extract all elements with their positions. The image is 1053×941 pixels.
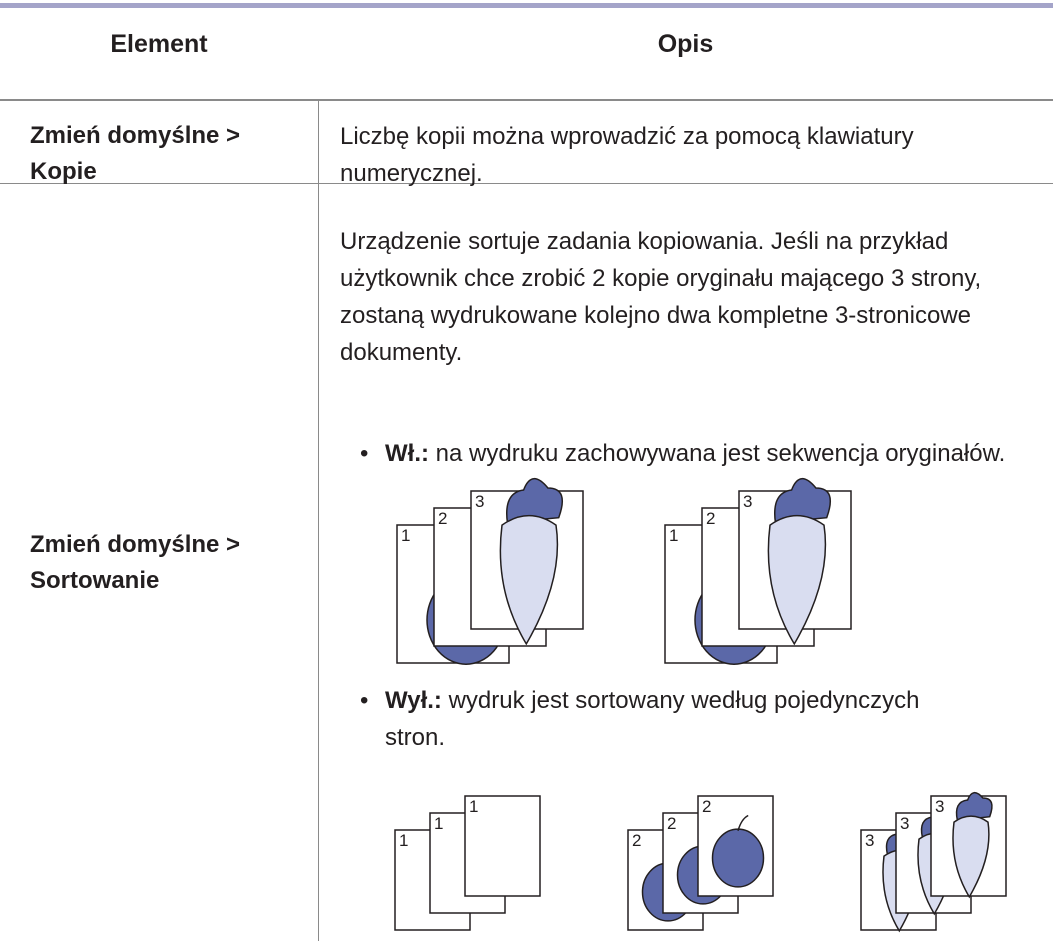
page-number: 1	[669, 526, 678, 545]
bullet-text: na wydruku zachowywana jest sekwencja or…	[435, 440, 1006, 467]
page-number: 1	[399, 831, 408, 850]
radish-body	[767, 514, 827, 646]
radish-leaves	[774, 477, 831, 524]
bullet: Wł.: na wydruku zachowywana jest sekwenc…	[385, 435, 1035, 472]
header-cell: Opis	[657, 30, 714, 58]
header-rule	[0, 99, 1053, 101]
bullet-dot: •	[360, 440, 369, 467]
element-cell: Zmień domyślne > Kopie	[30, 118, 310, 190]
page-number: 1	[401, 526, 410, 545]
bullet-dot: •	[360, 687, 369, 714]
page-number: 1	[469, 797, 478, 816]
page-sheet	[464, 795, 541, 897]
page-number: 2	[438, 509, 447, 528]
element-line: Zmień domyślne >	[30, 531, 241, 558]
column-rule	[318, 100, 319, 941]
page-number: 2	[702, 797, 711, 816]
page-number: 2	[706, 509, 715, 528]
description: Liczbę kopii można wprowadzić za pomocą …	[340, 123, 914, 187]
page-number: 2	[667, 814, 676, 833]
element-line: Sortowanie	[30, 567, 160, 594]
bullet-label: Wył.:	[385, 687, 442, 714]
bullet-label: Wł.:	[385, 440, 429, 467]
page-number: 3	[865, 831, 874, 850]
radish-leaves	[506, 477, 563, 524]
page-number: 1	[434, 814, 443, 833]
radish-leaves	[955, 791, 993, 822]
top-border	[0, 3, 1053, 8]
page-number: 2	[632, 831, 641, 850]
page-number: 3	[935, 797, 944, 816]
apple	[711, 828, 765, 888]
page-number: 3	[743, 492, 752, 511]
stem	[737, 814, 749, 832]
page-number: 3	[900, 814, 909, 833]
bullet-text: wydruk jest sortowany według pojedynczyc…	[385, 687, 920, 751]
header-cell: Element	[110, 30, 208, 58]
bullet: Wył.: wydruk jest sortowany według pojed…	[385, 682, 945, 756]
element-line: Zmień domyślne >	[30, 122, 241, 149]
radish-body	[499, 514, 559, 646]
radish-body	[952, 815, 990, 899]
description: Urządzenie sortuje zadania kopiowania. J…	[340, 228, 982, 366]
page-number: 3	[475, 492, 484, 511]
row-rule	[0, 183, 1053, 184]
element-cell: Zmień domyślne > Sortowanie	[30, 527, 310, 599]
element-line: Kopie	[30, 158, 97, 185]
